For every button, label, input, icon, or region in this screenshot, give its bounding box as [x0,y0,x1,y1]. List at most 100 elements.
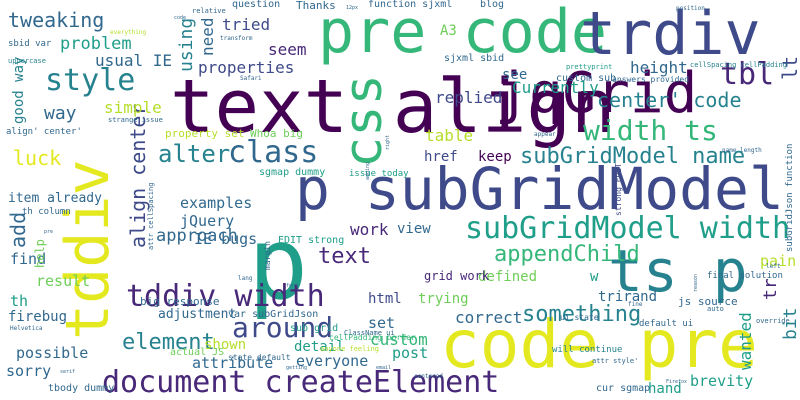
word-class: class [228,135,319,170]
word-subgridmodel-name: subGridModel name [520,144,746,169]
word-subgridmodel-width: subGridModel width [465,211,791,246]
word-code-small: code [174,15,187,21]
word-work: work [350,220,389,239]
word-default-ui: default ui [639,319,694,329]
word-blog: blog [480,0,505,10]
word-transform: transform [220,35,253,42]
word-whoa-big: Whoa big [250,127,303,140]
word-align-center-q: align' center' [6,127,82,137]
word-trying: trying [418,291,469,307]
word-will-continue: will continue [552,345,623,355]
word-anyone-feeling: anyone feeling [320,345,380,353]
word-ui-state: ui state [560,313,599,322]
word-code-pre: code pre [440,306,758,383]
word-appendchild: appendChild [494,242,640,267]
word-ts-p: ts p [608,237,748,305]
word-function-sjxml: function sjxml [368,0,453,10]
word-strong-edit: strong EDIT [614,163,623,216]
word-custom-sub: custom sub [556,73,617,84]
word-pain: pain [760,252,797,270]
word-appear: appear [534,131,556,138]
word-margin: margin [263,241,272,270]
word-centered: centered [414,373,443,380]
word-tweaking: tweaking [8,8,105,32]
word-pre-small: pre [44,229,54,235]
word-shown: shown [204,337,247,353]
word-correct: correct [455,308,523,327]
word-detail: detail [294,339,345,355]
word-approach: approach [156,226,238,246]
word-a3: A3 [440,23,457,39]
word-everything: everything [110,29,147,36]
word-width-ts: width ts [583,114,718,147]
word-text-align: text align [170,64,616,150]
word-grid-work: grid work [424,269,490,283]
word-fine: fine [628,301,643,308]
word-attr-cellspacing: attr cellSpacing [147,182,155,250]
word-href: href [424,149,458,165]
word-height: height [630,58,688,77]
word-w: w [590,269,599,285]
word-table: table [425,126,474,145]
word-th: th [10,292,29,310]
word-something: something [522,302,642,327]
word-ie-bugs: IE bugs [194,230,258,248]
word-document-createelement: document createElement [102,365,500,400]
word-prettyprint: prettyprint [566,63,613,71]
word-find: find [10,250,47,268]
word-seem: seem [268,40,307,59]
word-strange-issue: strange issue [108,116,163,124]
word-wanted: wanted [736,312,755,370]
word-everyone: everyone [296,352,369,370]
word-actual-js: actual JS [170,347,225,358]
word-final-solution: final solution [707,271,783,281]
word-cur-sgmap: cur sgmap [596,383,651,394]
word-simple: simple [104,98,162,117]
word-getting: getting [286,365,308,371]
word-helvetica: Helvetica [10,325,43,332]
word-luck: luck [13,146,62,170]
word-pre-code: pre code [318,0,607,67]
word-edit-strong: EDIT strong [278,235,345,246]
word-properties: properties [198,58,295,77]
word-result: result [36,272,91,290]
word-adding: adding [365,161,371,180]
word-trirand: trirand [598,289,658,305]
word-trdiv: trdiv [580,0,761,69]
word-replied: replied [435,88,503,107]
word-state-default: state default [228,353,291,362]
word-property-set: property set [165,127,245,140]
word-defined: defined [478,269,538,285]
word-style: style [45,63,136,98]
word-element: element [122,330,215,355]
word-tried: tried [222,15,271,34]
word-see: see [502,67,528,83]
word-item-already: item already [8,191,102,206]
word-set: set [368,314,396,332]
word-override: override [756,317,790,325]
word-p-subgridmodel: p subGridModel [295,155,784,223]
word-attribute: attribute [192,354,274,372]
word-attr-style: attr style' [592,357,639,365]
word-serif: serif [60,369,76,375]
word-view: view [397,221,431,237]
word-post: post [392,344,429,362]
word-alter: alter [158,140,231,168]
word-issue-today: issue today [349,169,409,179]
word-lang: lang [238,275,253,282]
word-answers-provided: answers provided [612,75,690,84]
word-sub-grid: sub grid [290,323,339,334]
word-relative: relative [192,7,226,15]
word-need: need [198,17,217,56]
word-safari: Safari [240,75,262,82]
word-reason: reason [693,273,699,292]
word-email: email [376,365,392,371]
word-cellpadding-border: cellPadding border [329,333,416,342]
word-p-big: p [248,205,309,322]
word-position: position [676,5,705,12]
word-problem: problem [60,34,132,54]
word-uppercase: uppercase [8,57,46,65]
word-firebug: firebug [8,309,68,325]
word-auto: auto [707,305,724,313]
word-jqgrid: jqGrid [495,61,698,126]
